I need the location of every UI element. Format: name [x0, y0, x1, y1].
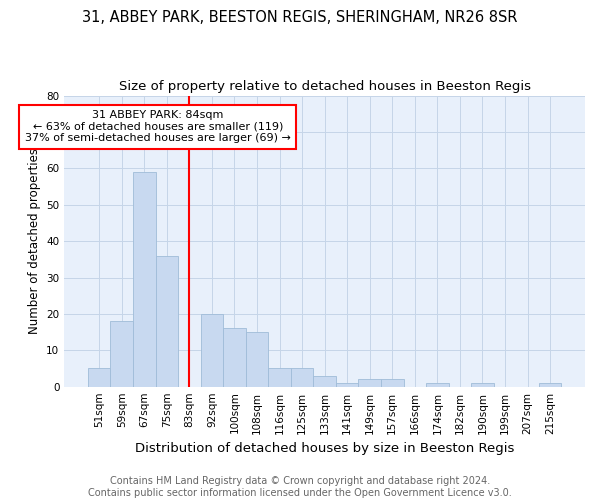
- Bar: [426, 383, 449, 386]
- Bar: [200, 314, 223, 386]
- Title: Size of property relative to detached houses in Beeston Regis: Size of property relative to detached ho…: [119, 80, 530, 93]
- Bar: [313, 376, 336, 386]
- X-axis label: Distribution of detached houses by size in Beeston Regis: Distribution of detached houses by size …: [135, 442, 514, 455]
- Bar: [291, 368, 313, 386]
- Bar: [336, 383, 358, 386]
- Bar: [155, 256, 178, 386]
- Text: 31, ABBEY PARK, BEESTON REGIS, SHERINGHAM, NR26 8SR: 31, ABBEY PARK, BEESTON REGIS, SHERINGHA…: [82, 10, 518, 25]
- Y-axis label: Number of detached properties: Number of detached properties: [28, 148, 41, 334]
- Bar: [133, 172, 155, 386]
- Text: 31 ABBEY PARK: 84sqm
← 63% of detached houses are smaller (119)
37% of semi-deta: 31 ABBEY PARK: 84sqm ← 63% of detached h…: [25, 110, 291, 144]
- Bar: [471, 383, 494, 386]
- Bar: [381, 380, 404, 386]
- Bar: [246, 332, 268, 386]
- Bar: [268, 368, 291, 386]
- Text: Contains HM Land Registry data © Crown copyright and database right 2024.
Contai: Contains HM Land Registry data © Crown c…: [88, 476, 512, 498]
- Bar: [88, 368, 110, 386]
- Bar: [223, 328, 246, 386]
- Bar: [358, 380, 381, 386]
- Bar: [110, 321, 133, 386]
- Bar: [539, 383, 562, 386]
